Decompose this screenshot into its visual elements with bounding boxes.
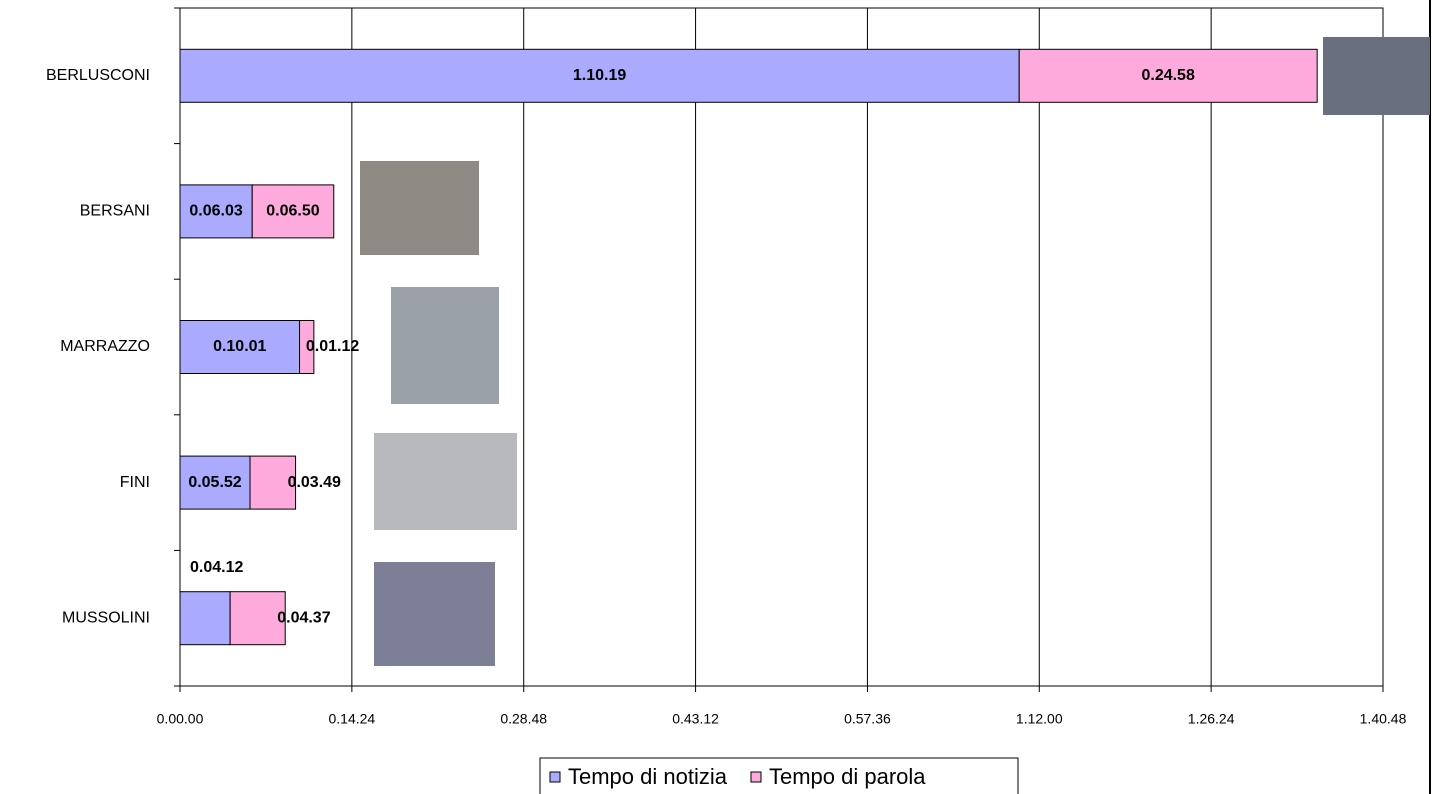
y-tick-label: FINI <box>120 474 150 491</box>
y-tick-label: BERLUSCONI <box>46 67 150 84</box>
x-tick-label: 0.14.24 <box>328 711 375 727</box>
x-tick-label: 1.12.00 <box>1016 711 1063 727</box>
data-label: 0.10.01 <box>213 338 266 355</box>
chart: 0.00.00 0.14.24 0.28.48 0.43.12 0.57.36 1.12.… <box>0 0 1438 794</box>
legend-swatch <box>751 772 761 782</box>
data-label: 0.01.12 <box>306 338 359 355</box>
plot: 0.00.00 0.14.24 0.28.48 0.43.12 0.57.36 1.12.… <box>46 8 1407 794</box>
photos <box>360 37 1430 666</box>
x-tick-label: 0.43.12 <box>672 711 719 727</box>
data-label: 0.04.12 <box>190 559 243 576</box>
photo <box>374 562 495 666</box>
data-label: 0.06.50 <box>266 203 319 220</box>
x-tick-label: 0.57.36 <box>844 711 891 727</box>
y-tick-label: MARRAZZO <box>60 338 150 355</box>
x-tick-label: 1.40.48 <box>1360 711 1407 727</box>
data-label: 0.04.37 <box>277 609 330 626</box>
legend-label: Tempo di notizia <box>568 764 728 789</box>
data-label: 0.06.03 <box>189 203 242 220</box>
plot-border <box>180 8 1383 686</box>
y-tick-label: BERSANI <box>80 203 150 220</box>
x-tick-label: 1.26.24 <box>1188 711 1235 727</box>
y-tick-label: MUSSOLINI <box>62 609 150 626</box>
photo <box>1323 37 1430 115</box>
legend: Tempo di notizia Tempo di parola <box>540 758 1018 794</box>
x-tick-label: 0.28.48 <box>500 711 547 727</box>
data-label: 1.10.19 <box>573 67 626 84</box>
photo <box>391 287 499 404</box>
data-label: 0.05.52 <box>188 474 241 491</box>
x-tick-label: 0.00.00 <box>157 711 204 727</box>
photo <box>360 161 479 255</box>
data-label: 0.24.58 <box>1141 67 1194 84</box>
data-label: 0.03.49 <box>288 474 341 491</box>
legend-label: Tempo di parola <box>769 764 926 789</box>
bar-segment <box>180 592 230 645</box>
photo <box>374 433 517 530</box>
legend-swatch <box>550 772 560 782</box>
